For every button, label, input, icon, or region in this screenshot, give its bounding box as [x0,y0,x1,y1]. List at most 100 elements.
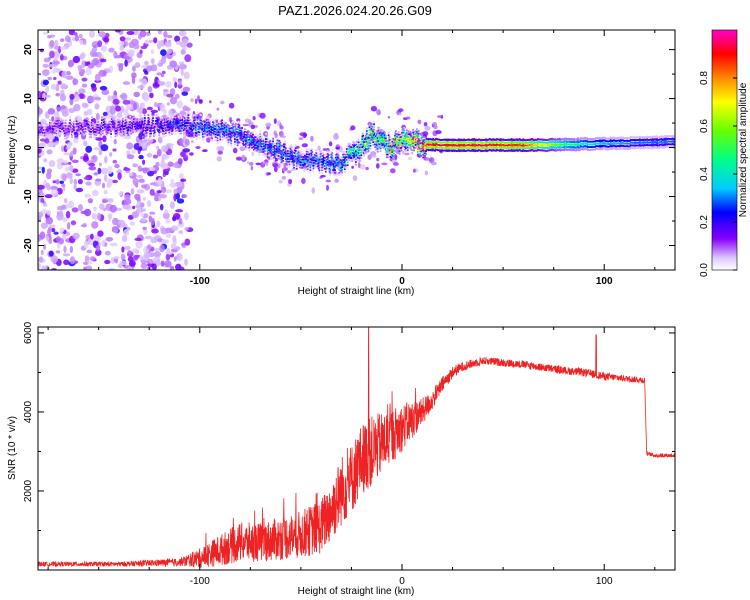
ridge-cell [279,141,282,144]
ridge-cell [457,146,460,149]
ridge-cell [128,129,131,131]
noise-speckle [75,187,84,193]
ridge-cell [387,139,390,142]
ridge-cell [182,116,184,118]
noise-speckle [150,236,158,244]
ridge-cell [236,141,239,144]
ridge-cell [364,135,366,138]
ridge-cell [353,156,355,159]
ridge-cell [380,139,383,142]
noise-speckle [179,63,184,70]
ridge-cell [243,144,245,146]
ridge-cell [100,125,102,128]
ridge-cell [229,130,232,133]
ridge-cell [564,143,567,145]
ridge-cell [214,133,217,136]
ridge-cell [160,121,162,123]
ridge-cell [303,169,305,172]
ridge-cell [209,125,212,128]
noise-speckle [92,58,100,66]
ridge-cell [72,127,74,130]
ridge-cell [305,156,308,158]
ridge-cell [544,139,547,141]
ridge-cell [394,137,396,140]
ridge-cell [311,151,314,153]
noise-speckle [41,166,45,174]
noise-speckle [183,157,188,161]
ridge-cell [425,150,427,153]
noise-speckle [146,65,153,72]
ridge-cell [226,132,229,134]
noise-speckle [72,232,80,240]
ridge-cell [405,147,407,150]
noise-speckle [182,148,191,153]
ridge-cell [405,140,408,142]
ridge-cell [223,128,225,131]
ridge-cell [38,129,40,131]
ridge-cell [156,126,159,129]
ridge-cell [367,144,370,147]
ridge-cell [328,165,331,167]
ridge-cell [96,121,99,124]
noise-speckle [45,235,50,242]
ridge-cell [57,126,60,129]
noise-speckle [161,154,170,160]
noise-speckle [252,116,256,121]
ridge-cell [386,151,389,153]
noise-speckle [91,155,98,163]
ridge-cell [187,127,190,130]
ridge-cell [158,123,161,126]
ridge-cell [321,161,324,163]
ridge-cell [214,125,217,128]
ridge-cell [157,127,160,130]
noise-speckle [160,158,165,167]
ridge-cell [625,140,628,142]
ridge-cell [92,129,94,132]
ridge-cell [422,156,425,159]
ridge-cell [578,146,581,149]
ridge-cell [427,146,430,149]
ridge-cell [168,131,171,134]
ridge-cell [397,131,400,133]
ridge-cell [54,120,57,122]
ridge-cell [606,148,608,151]
ridge-cell [522,149,525,151]
ridge-cell [277,152,280,155]
ridge-cell [443,149,446,152]
ridge-cell [330,167,333,169]
ridge-cell [569,146,572,148]
ridge-cell [133,128,136,131]
ridge-cell [356,159,359,162]
ridge-cell [548,146,551,149]
ridge-cell [343,167,345,169]
ridge-cell [281,149,284,152]
ridge-cell [196,122,199,124]
ridge-cell [235,125,238,128]
noise-speckle [146,200,152,208]
noise-speckle [65,75,74,80]
ridge-cell [434,144,436,147]
noise-speckle [144,70,149,75]
ridge-cell [301,153,304,156]
noise-speckle [398,112,402,116]
ridge-cell [407,130,410,133]
ridge-cell [365,127,368,130]
noise-speckle [56,107,62,112]
ridge-cell [233,134,235,137]
ridge-cell [306,160,309,162]
noise-speckle [424,170,429,176]
ridge-cell [584,139,587,142]
ridge-cell [254,147,257,149]
ridge-cell [421,147,424,150]
ridge-cell [284,144,287,147]
ridge-cell [359,159,362,162]
ridge-cell [314,152,317,154]
ridge-cell [254,144,257,147]
ridge-cell [531,140,534,143]
ridge-cell [416,141,418,144]
ridge-cell [239,129,242,132]
ridge-cell [160,123,162,126]
noise-speckle [164,41,172,48]
ridge-cell [254,133,257,136]
ridge-cell [153,129,155,132]
